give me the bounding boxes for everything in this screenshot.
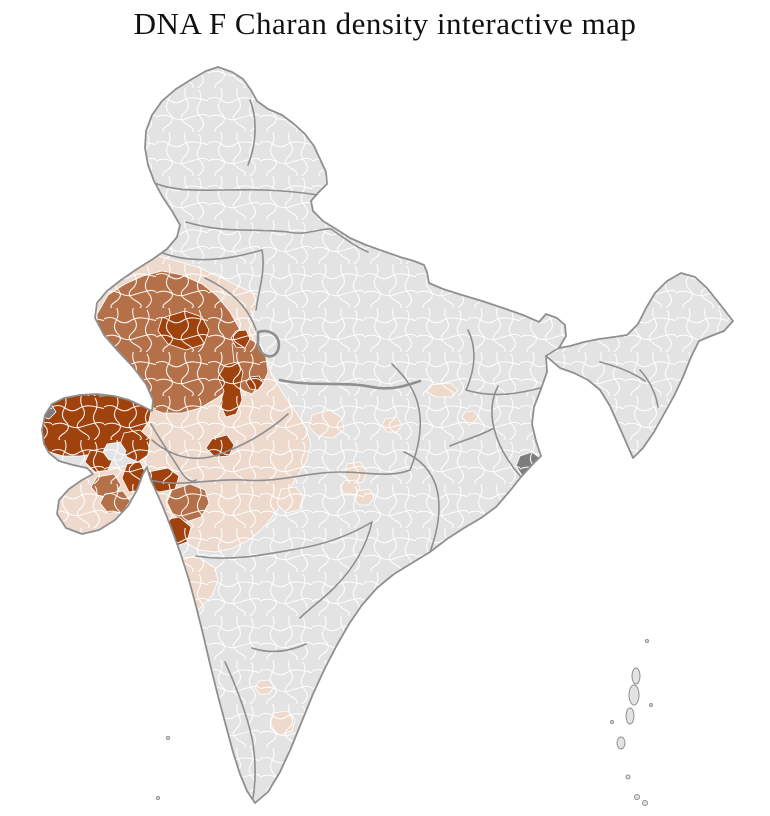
island-nicobar-1[interactable] [634, 794, 640, 800]
island-car-nicobar[interactable] [625, 774, 631, 780]
island-dot-2[interactable] [649, 703, 653, 707]
state-border-delhi [256, 329, 281, 358]
island-little-andaman[interactable] [616, 736, 626, 750]
island-great-nicobar[interactable] [642, 800, 648, 806]
island-south-andaman[interactable] [625, 707, 635, 725]
island-north-andaman[interactable] [631, 667, 641, 685]
island-middle-andaman[interactable] [628, 684, 640, 706]
island-lakshadweep-2[interactable] [156, 796, 160, 800]
state-borders [147, 99, 659, 799]
state-border-up-south [278, 378, 422, 390]
island-dot-1[interactable] [645, 639, 649, 643]
region-medium-konkan-coast[interactable] [140, 488, 156, 517]
lakshadweep-islands[interactable] [156, 736, 170, 800]
page-title: DNA F Charan density interactive map [133, 6, 637, 41]
island-dot-3[interactable] [610, 720, 614, 724]
island-lakshadweep-1[interactable] [166, 736, 170, 740]
andaman-nicobar-islands[interactable] [610, 639, 653, 806]
